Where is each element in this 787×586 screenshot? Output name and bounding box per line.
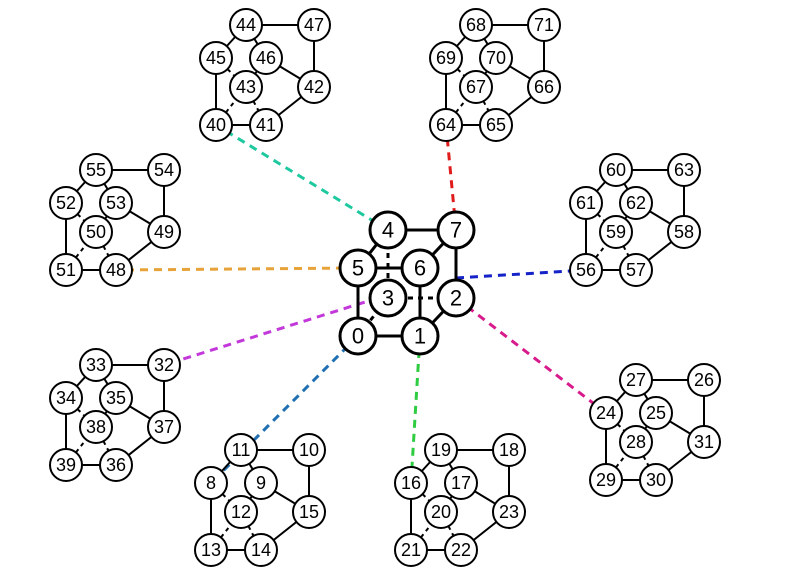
connector	[216, 125, 388, 230]
cluster-node-label: 65	[486, 115, 506, 135]
cluster-node-label: 17	[451, 473, 471, 493]
cluster-node-label: 44	[236, 15, 256, 35]
cluster-node-label: 67	[466, 77, 486, 97]
cluster-node-label: 62	[626, 193, 646, 213]
cluster-node-label: 59	[606, 222, 626, 242]
cluster-node-label: 56	[576, 260, 596, 280]
cluster-node-label: 64	[436, 115, 456, 135]
cluster-node-label: 52	[56, 193, 76, 213]
cluster-node-label: 16	[401, 473, 421, 493]
cluster-node-label: 69	[436, 48, 456, 68]
center-node-label: 0	[352, 324, 364, 349]
cluster-node-label: 28	[626, 432, 646, 452]
cluster-node-label: 38	[86, 417, 106, 437]
cluster-node-label: 42	[304, 77, 324, 97]
center-node-label: 5	[352, 256, 364, 281]
cluster-node-label: 23	[499, 502, 519, 522]
center-node-label: 4	[382, 218, 394, 243]
center-node-label: 6	[414, 256, 426, 281]
cluster-node-label: 70	[486, 48, 506, 68]
connector	[411, 336, 420, 483]
cluster-node-label: 19	[431, 440, 451, 460]
cluster-node-label: 27	[626, 370, 646, 390]
cluster-node-label: 63	[674, 160, 694, 180]
cluster-node-label: 35	[106, 388, 126, 408]
cluster-node-label: 15	[299, 502, 319, 522]
cluster-node-label: 66	[534, 77, 554, 97]
cluster-node-label: 54	[154, 160, 174, 180]
cluster-node-label: 29	[596, 470, 616, 490]
connector-layer	[116, 125, 606, 483]
cluster-node-label: 20	[431, 502, 451, 522]
cluster-node-label: 48	[106, 260, 126, 280]
cluster-node-label: 51	[56, 260, 76, 280]
cluster-node-label: 36	[106, 455, 126, 475]
cluster-node-label: 13	[201, 540, 221, 560]
cluster-node-label: 45	[206, 48, 226, 68]
connector	[456, 270, 586, 278]
cluster-node-label: 57	[626, 260, 646, 280]
cluster-node-label: 33	[86, 355, 106, 375]
center-node-label: 7	[450, 218, 462, 243]
connector	[456, 298, 606, 413]
network-diagram: 0123456711101598121413191823171620222127…	[0, 0, 787, 586]
node-layer: 0123456711101598121413191823171620222127…	[50, 9, 720, 566]
cluster-node-label: 14	[251, 540, 271, 560]
cluster-node-label: 68	[466, 15, 486, 35]
cluster-node-label: 55	[86, 160, 106, 180]
cluster-node-label: 9	[256, 473, 266, 493]
cluster-node-label: 53	[106, 193, 126, 213]
center-node-label: 3	[382, 286, 394, 311]
cluster-node-label: 21	[401, 540, 421, 560]
cluster-node-label: 32	[154, 355, 174, 375]
cluster-node-label: 26	[694, 370, 714, 390]
connector	[116, 268, 358, 270]
cluster-node-label: 22	[451, 540, 471, 560]
cluster-node-label: 31	[694, 432, 714, 452]
cluster-node-label: 24	[596, 403, 616, 423]
cluster-node-label: 41	[256, 115, 276, 135]
cluster-node-label: 43	[236, 77, 256, 97]
cluster-node-label: 37	[154, 417, 174, 437]
cluster-node-label: 25	[646, 403, 666, 423]
cluster-node-label: 12	[231, 502, 251, 522]
cluster-node-label: 34	[56, 388, 76, 408]
cluster-node-label: 47	[304, 15, 324, 35]
cluster-node-label: 39	[56, 455, 76, 475]
cluster-node-label: 46	[256, 48, 276, 68]
cluster-node-label: 30	[646, 470, 666, 490]
cluster-node-label: 11	[232, 440, 251, 460]
cluster-node-label: 71	[534, 15, 554, 35]
cluster-node-label: 18	[499, 440, 519, 460]
cluster-node-label: 50	[86, 222, 106, 242]
center-node-label: 2	[450, 286, 462, 311]
cluster-node-label: 60	[606, 160, 626, 180]
cluster-node-label: 49	[154, 222, 174, 242]
cluster-node-label: 8	[206, 473, 216, 493]
cluster-node-label: 61	[576, 193, 596, 213]
center-node-label: 1	[414, 324, 426, 349]
cluster-node-label: 40	[206, 115, 226, 135]
cluster-node-label: 58	[674, 222, 694, 242]
cluster-node-label: 10	[299, 440, 319, 460]
